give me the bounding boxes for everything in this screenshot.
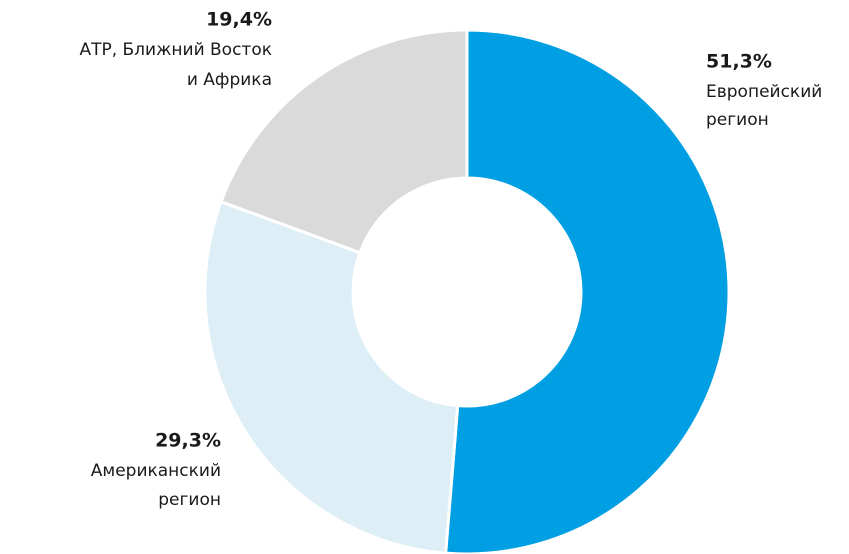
donut-slice <box>444 28 731 554</box>
category-label: Американский <box>91 461 221 481</box>
donut-slice <box>219 28 469 255</box>
donut-slice <box>203 199 460 554</box>
category-label: регион <box>158 490 221 510</box>
value-label: 51,3% <box>706 51 772 73</box>
category-label: Европейский <box>706 82 822 102</box>
value-label: 29,3% <box>155 430 221 452</box>
category-label: АТР, Ближний Восток <box>79 40 272 60</box>
value-label: 19,4% <box>206 9 272 31</box>
category-label: регион <box>706 110 769 130</box>
category-label: и Африка <box>187 70 272 90</box>
